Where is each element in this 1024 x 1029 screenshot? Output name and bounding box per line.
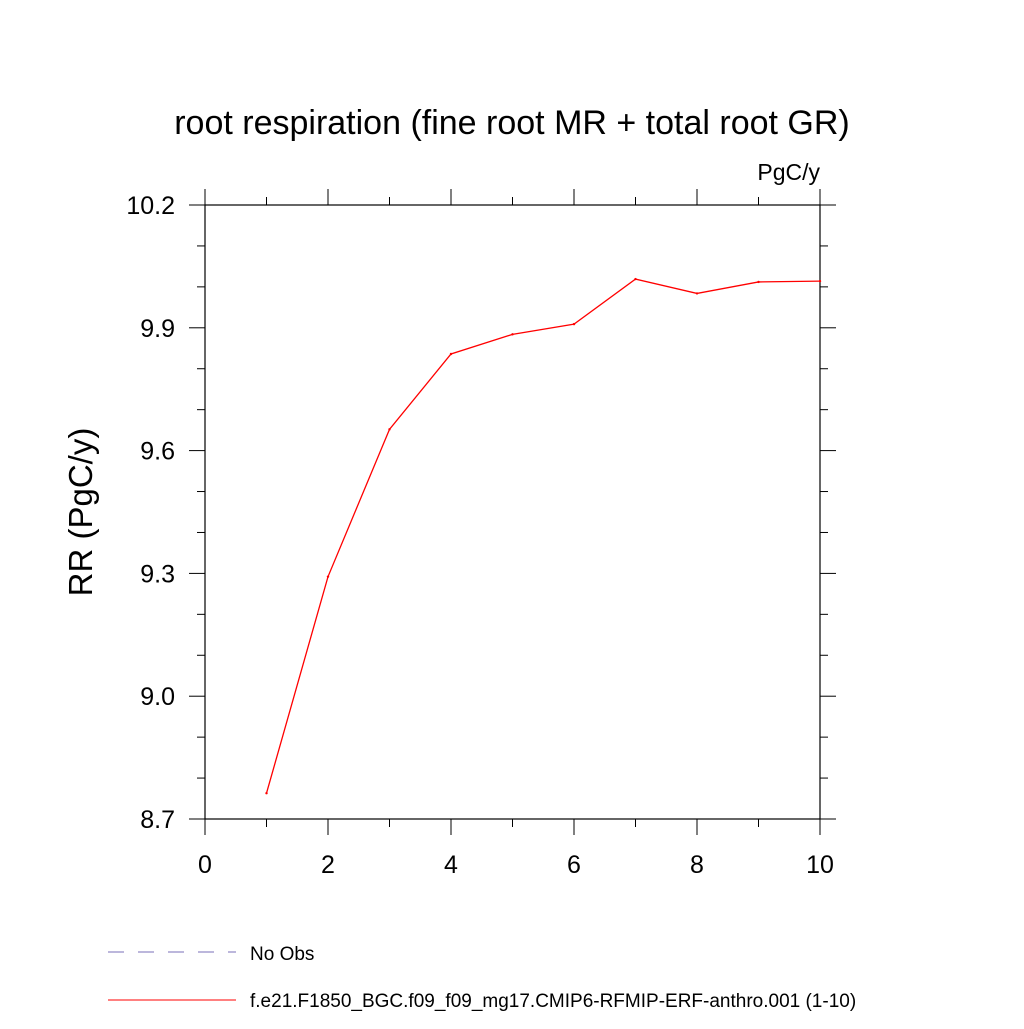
data-point: [326, 575, 330, 578]
y-tick-label: 9.9: [140, 315, 175, 343]
x-tick-label: 8: [690, 851, 704, 879]
x-tick-label: 2: [321, 851, 335, 879]
y-axis-label: RR (PgC/y): [62, 428, 99, 597]
plot-area: 0 2 4 6 8 10 8.7 9.0 9.3 9.6 9.9 10.2: [126, 189, 836, 879]
x-tick-label: 0: [198, 851, 212, 879]
y-tick-label: 9.3: [140, 560, 175, 588]
data-point: [511, 333, 514, 336]
y-tick-label: 9.0: [140, 683, 175, 711]
data-point: [265, 792, 268, 795]
y-tick-label: 8.7: [140, 806, 175, 834]
legend: No Obs f.e21.F1850_BGC.f09_f09_mg17.CMIP…: [108, 944, 856, 1012]
data-point: [449, 352, 453, 356]
chart-title: root respiration (fine root MR + total r…: [174, 104, 850, 142]
units-label: PgC/y: [757, 159, 820, 185]
x-tick-label: 6: [567, 851, 581, 879]
x-tick-label: 10: [806, 851, 834, 879]
data-point: [818, 279, 822, 283]
data-point: [388, 428, 391, 431]
x-tick-label: 4: [444, 851, 458, 879]
data-point: [757, 280, 760, 284]
plot-frame: [204, 204, 821, 820]
data-point: [695, 292, 699, 295]
series-line: [265, 278, 821, 794]
legend-label-obs: No Obs: [250, 944, 314, 965]
y-tick-label: 10.2: [126, 192, 175, 220]
legend-label-model: f.e21.F1850_BGC.f09_f09_mg17.CMIP6-RFMIP…: [250, 991, 856, 1012]
data-point: [572, 322, 576, 326]
data-point: [634, 277, 637, 281]
y-tick-label: 9.6: [140, 438, 175, 466]
